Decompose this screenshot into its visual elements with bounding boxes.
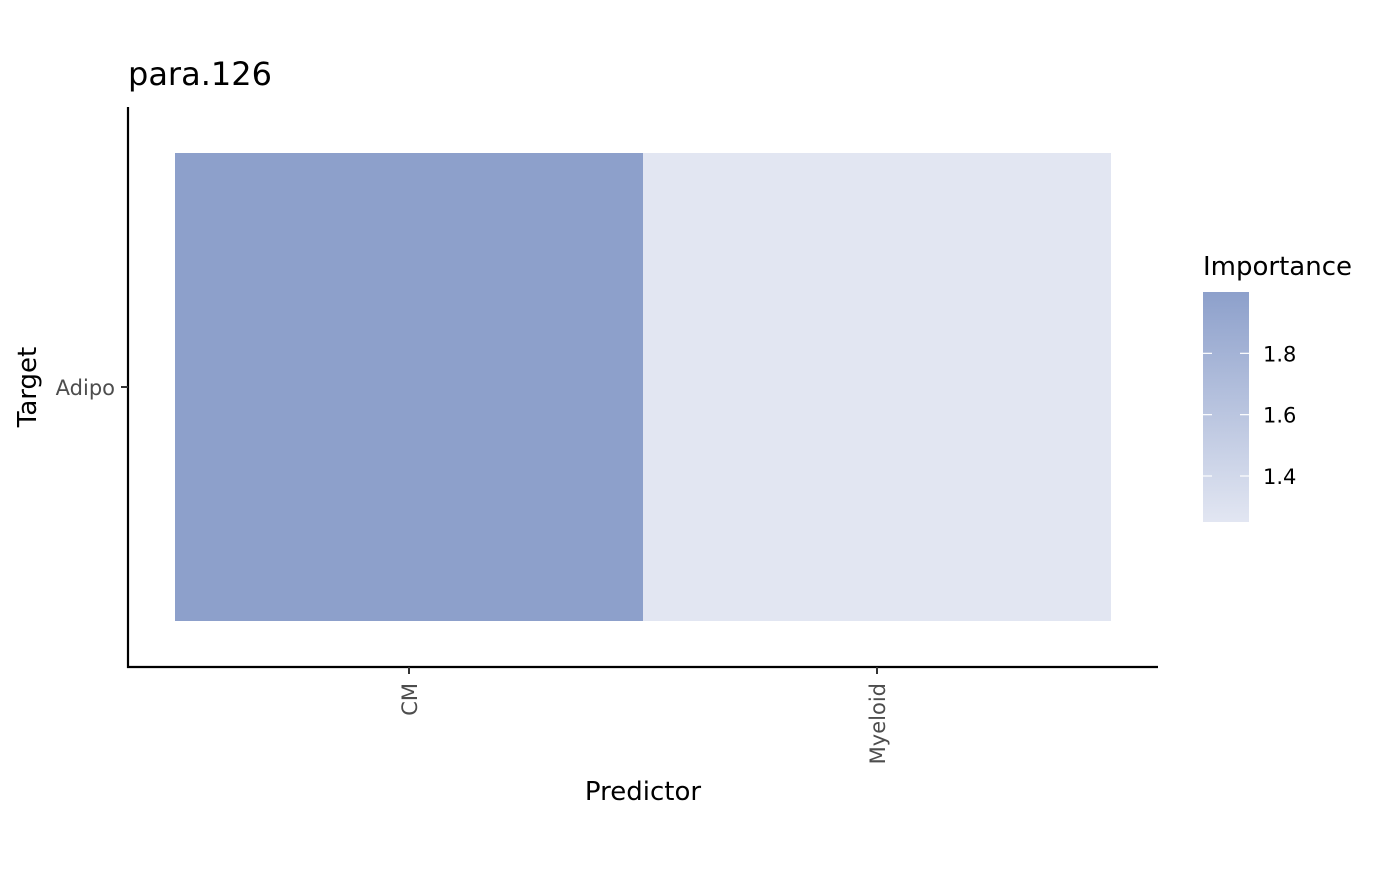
- legend-tick-label: 1.8: [1263, 342, 1296, 366]
- x-axis-label: Predictor: [585, 777, 701, 807]
- legend-tick-label: 1.6: [1263, 404, 1296, 428]
- legend: Importance 1.4 1.6 1.8: [1203, 252, 1352, 522]
- legend-tick-label: 1.4: [1263, 465, 1296, 489]
- heatmap-cell-myeloid-adipo: [643, 153, 1111, 621]
- chart-title: para.126: [128, 55, 272, 93]
- heatmap-cells: [175, 153, 1111, 621]
- y-axis-label: Target: [13, 347, 43, 428]
- legend-title: Importance: [1203, 252, 1352, 282]
- legend-colorbar: [1203, 292, 1249, 522]
- heatmap-cell-cm-adipo: [175, 153, 643, 621]
- x-tick-label-myeloid: Myeloid: [866, 683, 890, 764]
- legend-ticks: 1.4 1.6 1.8: [1203, 342, 1296, 489]
- y-tick-label-adipo: Adipo: [56, 376, 115, 400]
- axes: CM Myeloid Adipo: [56, 107, 1158, 764]
- x-tick-label-cm: CM: [398, 683, 422, 716]
